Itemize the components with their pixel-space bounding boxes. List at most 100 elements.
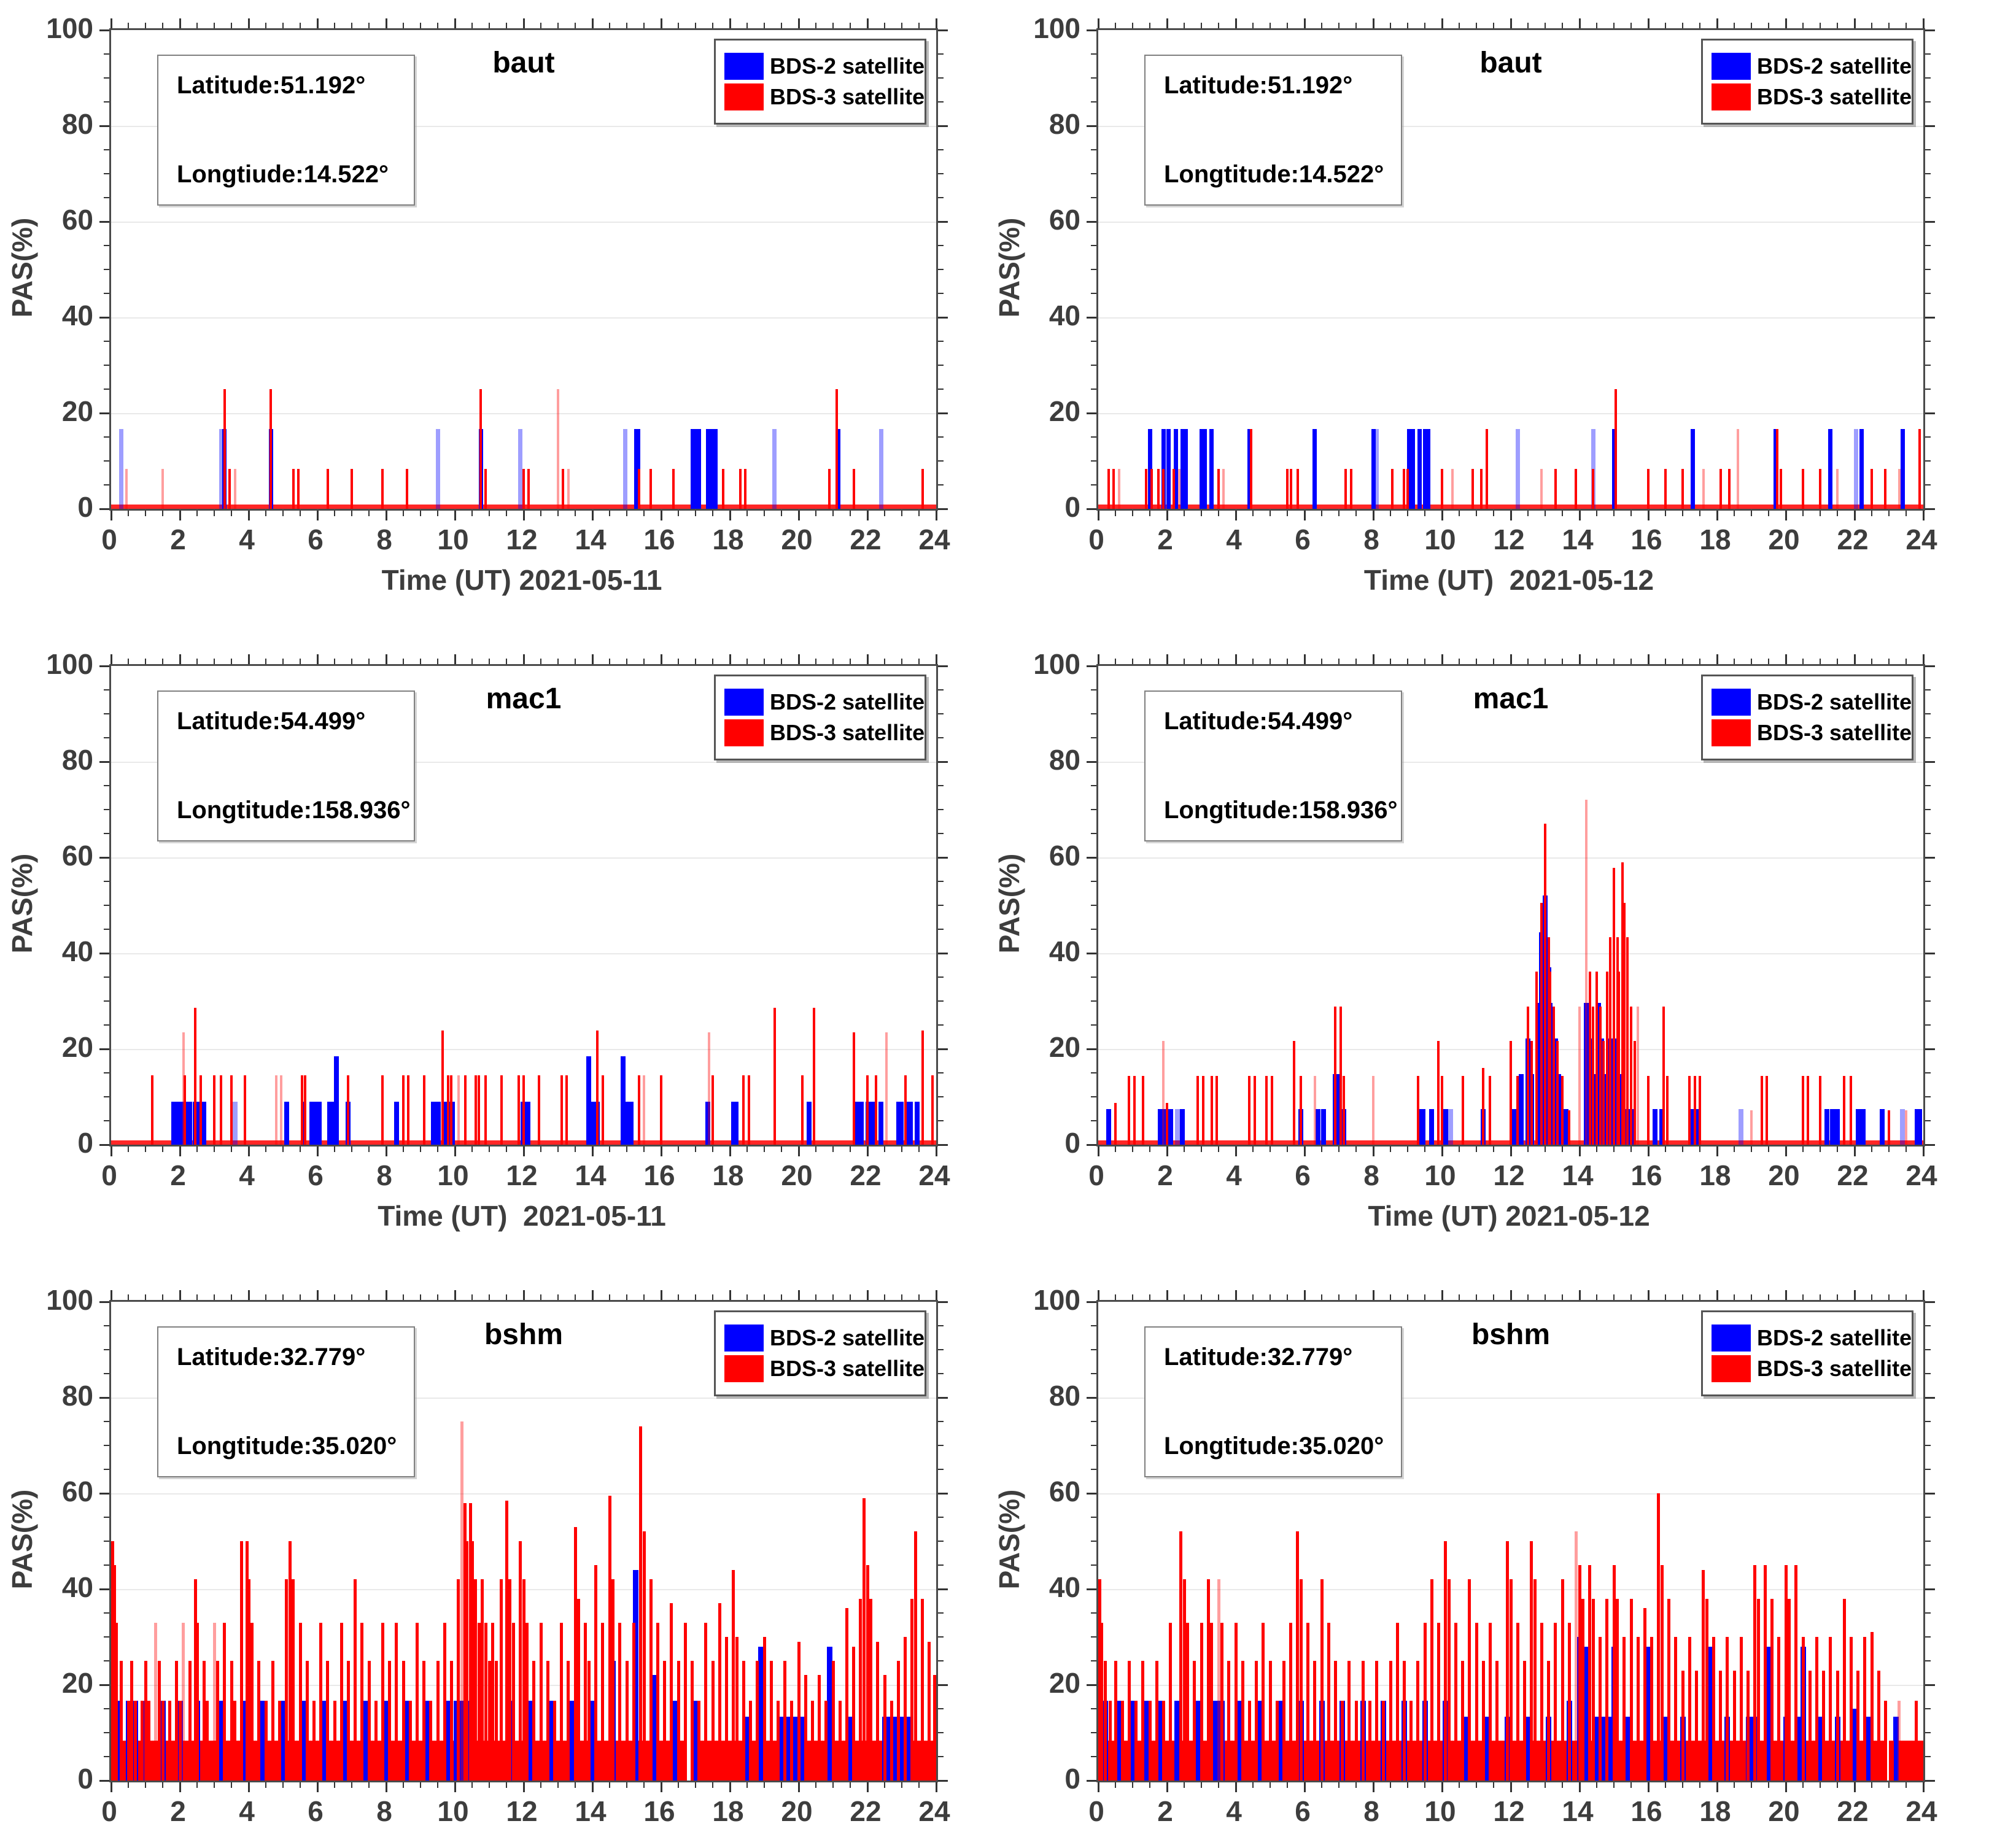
x-tick-label: 2 bbox=[170, 1795, 186, 1827]
bds3-bar bbox=[677, 1661, 680, 1781]
bds3-bar bbox=[1616, 1598, 1619, 1781]
bds2-bar bbox=[1484, 1717, 1490, 1781]
bds3-bar bbox=[1567, 1622, 1571, 1781]
bds3-bar bbox=[1313, 1075, 1316, 1145]
bds3-bar bbox=[1409, 1700, 1413, 1781]
bds3-bar bbox=[468, 1502, 472, 1781]
legend-label: BDS-2 satellite bbox=[1757, 53, 1912, 79]
bds2-bar bbox=[1518, 1073, 1524, 1145]
y-tick-label: 60 bbox=[1049, 204, 1080, 236]
x-tick-label: 18 bbox=[712, 1159, 744, 1191]
bds3-bar bbox=[1871, 469, 1873, 509]
bds3-bar bbox=[1750, 1110, 1753, 1145]
bds2-bar bbox=[1584, 1003, 1589, 1145]
bds3-bar bbox=[1763, 1565, 1767, 1781]
bds3-bar bbox=[1574, 1531, 1578, 1781]
bds3-bar bbox=[1578, 1565, 1581, 1781]
bds3-bar bbox=[577, 1598, 581, 1781]
bds2-color-swatch-icon bbox=[1712, 689, 1751, 716]
bds3-bar bbox=[1681, 469, 1684, 509]
x-tick-label: 2 bbox=[170, 524, 186, 555]
bds3-bar bbox=[1630, 1006, 1632, 1145]
bds2-bar bbox=[632, 1569, 638, 1781]
x-tick-label: 6 bbox=[1295, 524, 1311, 555]
bds3-bar bbox=[1657, 1493, 1661, 1781]
bds2-bar bbox=[731, 1101, 739, 1145]
bds3-bar bbox=[1530, 1541, 1533, 1781]
bds3-bar bbox=[1270, 1075, 1273, 1145]
x-tick-label: 0 bbox=[1088, 1159, 1104, 1191]
bds3-bar bbox=[213, 1075, 215, 1145]
bds3-bar bbox=[1819, 1075, 1821, 1145]
bds3-bar bbox=[1633, 1040, 1636, 1145]
bds3-bar bbox=[111, 1541, 115, 1781]
bds3-bar bbox=[1436, 1622, 1440, 1781]
bds3-bar bbox=[220, 1075, 223, 1145]
bds3-bar bbox=[1333, 1661, 1337, 1781]
x-tick-label: 22 bbox=[850, 524, 882, 555]
bds3-bar bbox=[683, 1622, 687, 1781]
x-tick-label: 4 bbox=[239, 1795, 255, 1827]
bds3-bar bbox=[721, 469, 724, 509]
bds3-bar bbox=[422, 1075, 425, 1145]
bds2-bar bbox=[1535, 1003, 1541, 1145]
bds2-bar bbox=[744, 1717, 750, 1781]
y-axis-title: PAS(%) bbox=[993, 853, 1025, 954]
bds2-bar bbox=[1203, 428, 1208, 509]
bds3-bar bbox=[1849, 1637, 1853, 1781]
bds3-bar bbox=[1447, 1579, 1451, 1781]
bds3-bar bbox=[1320, 1579, 1324, 1781]
bds3-bar bbox=[1592, 469, 1595, 509]
bds2-bar bbox=[622, 428, 627, 509]
bds2-bar bbox=[232, 1101, 238, 1145]
bds3-bar bbox=[478, 1075, 481, 1145]
x-tick-label: 8 bbox=[1363, 1795, 1379, 1827]
x-tick-label: 18 bbox=[1699, 1795, 1731, 1827]
bds3-bar bbox=[1161, 1700, 1165, 1781]
x-axis-title: Time (UT) 2021-05-12 bbox=[1363, 564, 1654, 596]
plot-area: Latitude:32.779° Longtitude:35.020° bshm… bbox=[1087, 1290, 1935, 1792]
bds3-bar bbox=[1200, 1622, 1203, 1781]
bds3-bar bbox=[876, 1641, 880, 1781]
bds3-bar bbox=[271, 1661, 274, 1781]
x-tick-label: 16 bbox=[643, 524, 675, 555]
bds2-bar bbox=[1525, 1717, 1531, 1781]
bds2-bar bbox=[1595, 1003, 1601, 1145]
bds2-color-swatch-icon bbox=[724, 1325, 764, 1352]
bds3-bar bbox=[223, 389, 226, 509]
y-tick-label: 100 bbox=[1033, 1284, 1080, 1316]
bds3-bar bbox=[479, 389, 482, 509]
bds2-bar bbox=[1594, 1717, 1600, 1781]
bds3-bar bbox=[890, 1700, 893, 1781]
bds2-bar bbox=[1195, 1700, 1201, 1781]
bds3-bar bbox=[1561, 1075, 1564, 1145]
bds3-bar bbox=[1354, 1700, 1358, 1781]
bds3-bar bbox=[240, 1541, 244, 1781]
bds2-bar bbox=[1184, 428, 1188, 509]
x-tick-label: 24 bbox=[1906, 1795, 1937, 1827]
legend-item-bds3: BDS-3 satellite bbox=[724, 1355, 925, 1382]
bds3-bar bbox=[1664, 469, 1667, 509]
bds3-bar bbox=[1699, 1075, 1701, 1145]
x-axis-title: Time (UT) 2021-05-11 bbox=[381, 564, 662, 596]
legend-item-bds2: BDS-2 satellite bbox=[724, 1325, 925, 1352]
x-tick-label: 22 bbox=[1837, 1795, 1869, 1827]
bds3-bar bbox=[1591, 1598, 1595, 1781]
station-title: mac1 bbox=[486, 683, 562, 715]
bds3-bar bbox=[1802, 469, 1804, 509]
bds3-bar bbox=[747, 1075, 750, 1145]
bds3-bar bbox=[1117, 469, 1120, 509]
bds3-bar bbox=[1575, 469, 1578, 509]
bds3-bar bbox=[594, 1565, 598, 1781]
bds3-bar bbox=[1776, 428, 1778, 509]
y-tick-label: 100 bbox=[46, 12, 93, 44]
bds3-bar bbox=[1206, 1579, 1210, 1781]
bds2-bar bbox=[854, 1101, 864, 1145]
bds2-bar bbox=[1163, 1109, 1168, 1145]
bds3-bar bbox=[1468, 1579, 1471, 1781]
bds3-bar bbox=[269, 389, 273, 509]
x-tick-label: 16 bbox=[1630, 1159, 1662, 1191]
bds2-bar bbox=[1417, 428, 1422, 509]
bds2-bar bbox=[301, 1101, 306, 1145]
bds2-bar bbox=[1653, 1109, 1658, 1145]
